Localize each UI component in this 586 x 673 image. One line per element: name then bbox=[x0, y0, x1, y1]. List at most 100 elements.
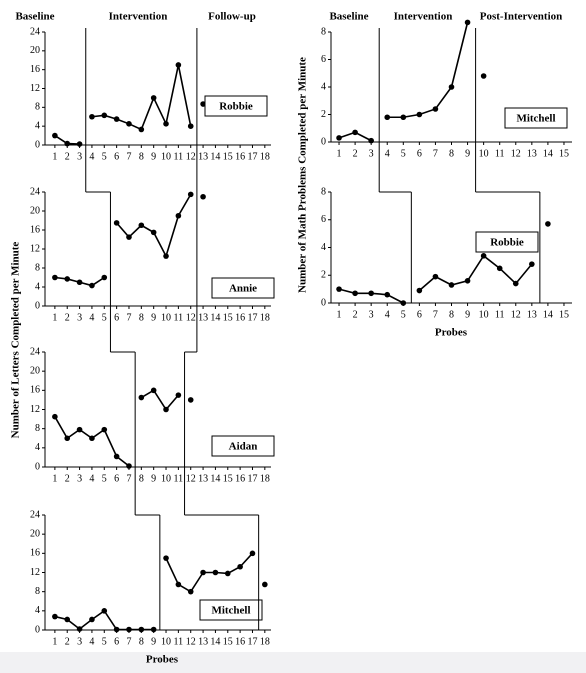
x-tick-label: 10 bbox=[161, 473, 171, 484]
data-point bbox=[448, 84, 455, 90]
data-point bbox=[262, 581, 268, 588]
x-tick-label: 12 bbox=[186, 473, 196, 484]
data-point bbox=[126, 463, 132, 469]
y-tick-label: 4 bbox=[35, 120, 40, 131]
y-tick-label: 4 bbox=[35, 605, 40, 616]
data-point bbox=[52, 274, 58, 281]
data-point bbox=[368, 290, 374, 297]
x-tick-label: 11 bbox=[495, 148, 505, 159]
data-point bbox=[464, 278, 471, 284]
x-tick-label: 10 bbox=[161, 636, 171, 647]
x-tick-label: 14 bbox=[210, 312, 220, 323]
data-point bbox=[150, 387, 157, 394]
x-tick-label: 9 bbox=[465, 309, 470, 320]
x-tick-label: 6 bbox=[417, 309, 422, 320]
data-point bbox=[175, 62, 182, 68]
x-tick-label: 3 bbox=[77, 473, 82, 484]
x-tick-label: 15 bbox=[559, 148, 569, 159]
y-tick-label: 12 bbox=[30, 83, 40, 94]
phase-title: Follow-up bbox=[208, 11, 256, 23]
y-tick-label: 20 bbox=[30, 528, 40, 539]
x-tick-label: 13 bbox=[198, 312, 208, 323]
x-tick-label: 11 bbox=[495, 309, 505, 320]
data-point bbox=[126, 626, 132, 633]
label-box bbox=[504, 107, 568, 129]
x-tick-label: 15 bbox=[559, 309, 569, 320]
x-tick-label: 7 bbox=[433, 309, 438, 320]
data-point bbox=[89, 616, 95, 623]
y-tick-label: 12 bbox=[30, 404, 40, 415]
data-point bbox=[237, 563, 243, 570]
data-point bbox=[512, 280, 519, 287]
data-point bbox=[352, 290, 358, 297]
data-point bbox=[416, 287, 423, 294]
y-tick-label: 4 bbox=[35, 281, 40, 292]
data-point bbox=[89, 113, 95, 120]
x-tick-label: 14 bbox=[210, 636, 220, 647]
x-tick-label: 1 bbox=[52, 473, 57, 484]
x-tick-label: 10 bbox=[479, 148, 489, 159]
x-tick-label: 1 bbox=[52, 636, 57, 647]
data-point bbox=[126, 234, 132, 240]
label-box bbox=[204, 95, 268, 117]
x-tick-label: 8 bbox=[139, 473, 144, 484]
phase-title: Intervention bbox=[109, 11, 168, 23]
x-tick-label: 6 bbox=[114, 636, 119, 647]
x-tick-label: 7 bbox=[126, 312, 131, 323]
data-point bbox=[336, 135, 342, 141]
y-tick-label: 8 bbox=[35, 102, 40, 113]
data-point bbox=[187, 191, 194, 198]
x-tick-label: 2 bbox=[65, 636, 70, 647]
x-tick-label: 18 bbox=[260, 636, 270, 647]
data-point bbox=[448, 282, 455, 288]
x-tick-label: 18 bbox=[260, 151, 270, 162]
x-tick-label: 14 bbox=[210, 473, 220, 484]
data-point bbox=[150, 626, 157, 633]
x-tick-label: 3 bbox=[77, 636, 82, 647]
data-point bbox=[89, 435, 95, 442]
data-point bbox=[89, 282, 95, 289]
x-tick-label: 9 bbox=[465, 148, 470, 159]
x-axis-label: Probes bbox=[435, 327, 468, 339]
y-tick-label: 0 bbox=[321, 297, 326, 308]
x-tick-label: 7 bbox=[126, 473, 131, 484]
x-tick-label: 5 bbox=[102, 151, 107, 162]
data-point bbox=[138, 394, 145, 401]
x-tick-label: 13 bbox=[198, 473, 208, 484]
data-point bbox=[101, 112, 108, 119]
x-tick-label: 12 bbox=[186, 636, 196, 647]
x-tick-label: 17 bbox=[247, 473, 257, 484]
y-tick-label: 20 bbox=[30, 205, 40, 216]
data-point bbox=[432, 106, 439, 112]
x-tick-label: 6 bbox=[114, 312, 119, 323]
x-tick-label: 10 bbox=[479, 309, 489, 320]
x-tick-label: 15 bbox=[223, 151, 233, 162]
data-point bbox=[175, 212, 182, 219]
x-tick-label: 7 bbox=[126, 636, 131, 647]
y-tick-label: 0 bbox=[35, 624, 40, 635]
phase-title: Baseline bbox=[329, 11, 368, 23]
data-point bbox=[64, 616, 71, 623]
x-tick-label: 16 bbox=[235, 636, 245, 647]
y-tick-label: 8 bbox=[321, 26, 326, 37]
data-point bbox=[163, 253, 169, 259]
x-tick-label: 5 bbox=[102, 473, 107, 484]
data-point bbox=[163, 555, 169, 561]
x-tick-label: 8 bbox=[449, 148, 454, 159]
x-tick-label: 10 bbox=[161, 151, 171, 162]
data-point bbox=[175, 581, 182, 588]
x-tick-label: 13 bbox=[527, 309, 537, 320]
x-tick-label: 6 bbox=[417, 148, 422, 159]
x-tick-label: 16 bbox=[235, 312, 245, 323]
x-tick-label: 16 bbox=[235, 151, 245, 162]
x-tick-label: 3 bbox=[77, 312, 82, 323]
data-point bbox=[496, 265, 503, 272]
x-tick-label: 3 bbox=[369, 148, 374, 159]
data-point bbox=[163, 121, 169, 127]
x-tick-label: 1 bbox=[52, 151, 57, 162]
y-tick-label: 8 bbox=[35, 586, 40, 597]
participant-label: Aidan bbox=[229, 441, 258, 453]
data-point bbox=[101, 274, 108, 281]
y-tick-label: 12 bbox=[30, 567, 40, 578]
data-point bbox=[113, 220, 120, 226]
